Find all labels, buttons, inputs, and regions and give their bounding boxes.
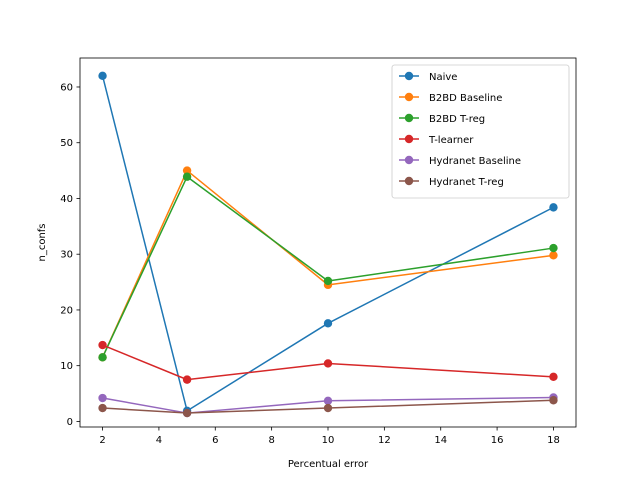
- data-point: [182, 375, 192, 384]
- y-tick-label: 30: [60, 250, 73, 261]
- legend-box: [391, 64, 570, 199]
- series-line: [102, 399, 554, 414]
- y-tick-label: 60: [60, 82, 73, 93]
- x-tick-label: 2: [99, 435, 105, 446]
- legend-item: B2BD T-reg: [399, 113, 485, 125]
- legend-item: B2BD Baseline: [399, 92, 502, 104]
- legend-item: Naive: [399, 71, 457, 83]
- axes: 2 4 6 8 10 12 14 16 18 0 10 20 30 40 50 60: [60, 57, 577, 446]
- legend-swatch-marker: [404, 176, 414, 186]
- legend-item: Hydranet Baseline: [399, 155, 521, 167]
- series-3: [98, 340, 558, 384]
- x-tick-label: 6: [212, 435, 218, 446]
- data-point: [98, 403, 107, 413]
- x-tick-label: 16: [491, 435, 504, 446]
- series-line: [101, 169, 554, 358]
- data-point: [182, 172, 192, 181]
- x-tick-label: 14: [434, 435, 447, 446]
- data-point: [549, 203, 558, 212]
- legend-label: Hydranet Baseline: [429, 156, 521, 167]
- y-tick-label: 50: [60, 138, 73, 149]
- data-point: [323, 319, 333, 328]
- data-point: [549, 243, 558, 253]
- series-2: [98, 172, 558, 362]
- data-point: [98, 340, 107, 350]
- x-tick-label: 10: [322, 435, 335, 446]
- legend-label: Hydranet T-reg: [429, 177, 504, 188]
- x-tick-label: 18: [547, 435, 560, 446]
- data-point: [549, 396, 558, 405]
- x-tick-label: 12: [378, 435, 391, 446]
- data-point: [549, 251, 558, 260]
- series-line: [102, 396, 554, 414]
- y-axis-label: n_confs: [37, 223, 48, 261]
- legend-label: Naive: [429, 72, 457, 83]
- data-point: [98, 393, 107, 403]
- legend: Naive B2BD Baseline B2BD T-reg T-learner Hyd…: [391, 64, 570, 199]
- legend-swatch-marker: [404, 92, 414, 102]
- x-tick-label: 4: [156, 435, 162, 446]
- series-5: [98, 396, 558, 418]
- series-line: [101, 75, 554, 412]
- data-point: [182, 166, 192, 175]
- data-point: [323, 276, 333, 286]
- legend-swatch-marker: [404, 155, 414, 165]
- y-tick-label: 20: [60, 305, 73, 316]
- data-point: [98, 353, 107, 362]
- x-axis-label: Percentual error: [288, 459, 369, 470]
- y-tick-label: 10: [60, 361, 73, 372]
- data-point: [549, 372, 558, 382]
- series-0: [98, 71, 558, 416]
- series-line: [101, 175, 554, 358]
- y-tick-label: 0: [67, 417, 73, 428]
- plot-area: [98, 71, 558, 418]
- data-point: [182, 408, 192, 418]
- legend-swatch-marker: [404, 71, 414, 81]
- data-point: [323, 403, 333, 413]
- legend-swatch-marker: [404, 113, 414, 123]
- data-point: [323, 396, 333, 405]
- series-line: [102, 344, 554, 381]
- data-point: [98, 71, 107, 81]
- legend-label: B2BD T-reg: [429, 114, 485, 125]
- y-tick-label: 40: [60, 194, 73, 205]
- x-tick-label: 8: [268, 435, 274, 446]
- legend-label: T-learner: [428, 135, 474, 146]
- legend-swatch-marker: [404, 134, 414, 144]
- data-point: [323, 359, 333, 368]
- legend-item: Hydranet T-reg: [399, 176, 504, 188]
- legend-label: B2BD Baseline: [429, 93, 502, 104]
- legend-item: T-learner: [399, 134, 474, 146]
